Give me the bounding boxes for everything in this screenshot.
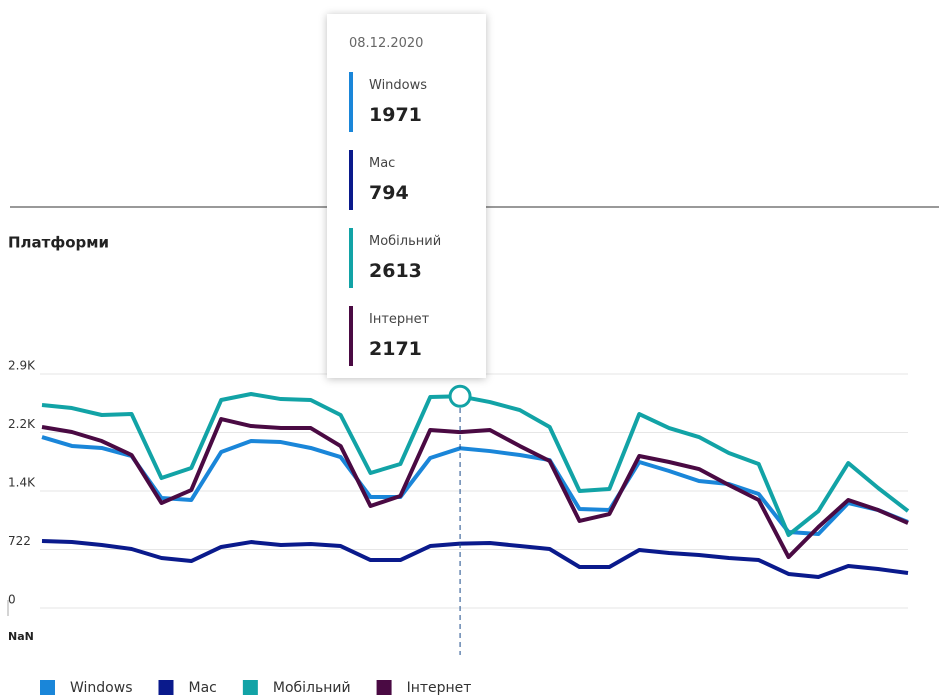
tooltip-value: 2171 xyxy=(369,338,422,360)
tooltip-name: Windows xyxy=(369,78,428,93)
tooltip-name: Мобільний xyxy=(369,234,442,249)
series-line xyxy=(41,435,909,537)
y-tick-label: 0 xyxy=(8,593,16,607)
tooltip-bar xyxy=(349,150,353,210)
hover-point xyxy=(448,384,472,408)
legend-swatch xyxy=(40,680,55,695)
tooltip-value: 1971 xyxy=(369,104,422,126)
x-tick-label: NaN xyxy=(8,630,34,643)
tooltip-name: Mac xyxy=(369,156,396,171)
legend-label: Інтернет xyxy=(407,680,472,696)
series-line xyxy=(41,392,910,537)
legend-swatch xyxy=(376,680,392,695)
y-tick-label: 2.2K xyxy=(8,417,36,431)
legend-label: Мобільний xyxy=(273,680,351,696)
y-tick-label: 2.9K xyxy=(8,359,36,373)
tooltip-value: 794 xyxy=(369,182,409,204)
legend-label: Mac xyxy=(189,680,217,696)
tooltip-bar xyxy=(349,306,353,366)
legend-swatch xyxy=(242,680,258,695)
y-tick-label: 722 xyxy=(8,534,31,548)
tooltip-date: 08.12.2020 xyxy=(349,36,424,51)
y-tick-label: 1.4K xyxy=(8,476,36,490)
tooltip-name: Інтернет xyxy=(369,312,430,327)
chart-title: Платформи xyxy=(8,234,109,252)
tooltip-bar xyxy=(349,228,353,288)
tooltip: 08.12.2020 Windows 1971 Mac 794 Мобільний 2613… xyxy=(327,14,486,378)
series-line xyxy=(41,417,909,560)
tooltip-bar xyxy=(349,72,353,132)
series-line xyxy=(41,538,909,579)
legend-label: Windows xyxy=(70,680,133,696)
tooltip-value: 2613 xyxy=(369,260,422,282)
legend-swatch xyxy=(158,680,174,695)
